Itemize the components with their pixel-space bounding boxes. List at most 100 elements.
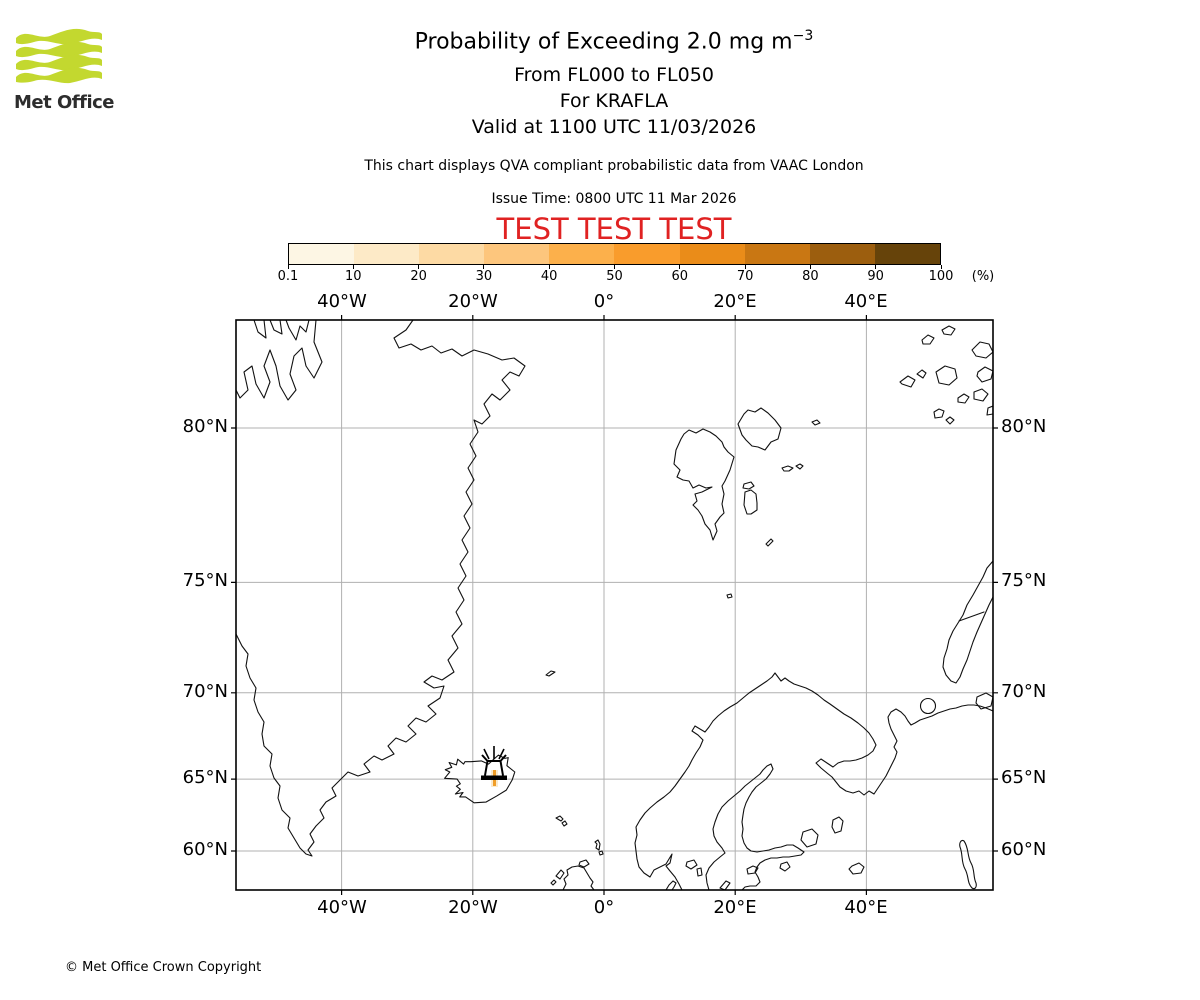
franz-josef-land	[899, 375, 916, 388]
colorbar-segment	[419, 244, 485, 264]
issue-time: Issue Time: 0800 UTC 11 Mar 2026	[491, 191, 737, 207]
volcano-eruption-spikes	[483, 746, 505, 760]
scotland-coastline	[562, 865, 595, 890]
volcano-marker-krafla	[481, 746, 507, 780]
colorbar-tick	[352, 265, 354, 269]
page-title-text: Probability of Exceeding 2.0 mg m	[414, 29, 793, 55]
lon-label-top: 20°W	[448, 291, 498, 312]
iceland-coastline	[444, 754, 516, 804]
franz-josef-land	[933, 408, 945, 419]
lon-label-top: 20°E	[713, 291, 757, 312]
subtitle-flight-levels: From FL000 to FL050	[514, 64, 714, 86]
colorbar	[288, 243, 941, 265]
colorbar-tick-label: 40	[540, 269, 558, 284]
svalbard-nordaustlandet	[737, 407, 782, 451]
lat-label-right: 65°N	[1001, 767, 1047, 788]
lon-label-bottom: 40°W	[317, 897, 367, 918]
colorbar-segment	[809, 244, 875, 264]
colorbar-unit-label: (%)	[971, 269, 995, 284]
page-title-exponent: −3	[792, 28, 814, 44]
kolguyev-island	[919, 697, 937, 715]
franz-josef-land	[986, 405, 993, 416]
vaygach-island	[975, 692, 993, 710]
franz-josef-land	[916, 369, 927, 379]
met-office-logo-waves	[16, 28, 102, 84]
saaremaa-island	[746, 865, 759, 875]
franz-josef-land	[945, 416, 955, 425]
kvitoya-island	[811, 419, 821, 426]
hebrides-islands	[550, 879, 557, 886]
colorbar-segment	[614, 244, 680, 264]
kong-karls-land	[781, 465, 794, 472]
lon-label-top: 0°	[593, 291, 615, 312]
qva-note: This chart displays QVA compliant probab…	[364, 158, 864, 174]
subtitle-valid-time: Valid at 1100 UTC 11/03/2026	[471, 116, 757, 138]
colorbar-tick	[744, 265, 746, 269]
colorbar-tick	[548, 265, 550, 269]
colorbar-tick-label: 10	[345, 269, 362, 284]
lake-ladoga	[800, 828, 819, 848]
faroe-islands	[561, 820, 568, 827]
kama-reservoir	[959, 839, 977, 890]
colorbar-tick	[287, 265, 289, 269]
colorbar-segment	[354, 244, 420, 264]
colorbar-tick-label: 30	[475, 269, 493, 284]
greenland-north-fjords	[285, 320, 310, 341]
matochkin-strait	[958, 611, 985, 622]
colorbar-segment	[484, 244, 550, 264]
svalbard-spitsbergen	[673, 428, 735, 541]
hopen-island	[765, 538, 774, 547]
jan-mayen-island	[545, 670, 556, 677]
franz-josef-land	[921, 334, 935, 345]
greenland-coastline	[236, 320, 526, 857]
gotland-island	[719, 880, 731, 890]
colorbar-tick-label: 50	[606, 269, 623, 284]
lon-label-top: 40°E	[844, 291, 888, 312]
shetland-islands	[594, 839, 601, 851]
colorbar-tick-label: 0.1	[277, 269, 299, 284]
lon-label-bottom: 20°W	[448, 897, 498, 918]
faroe-islands	[555, 815, 564, 822]
baltic-coastline	[705, 763, 805, 890]
colorbar-tick	[418, 265, 420, 269]
copyright-notice: © Met Office Crown Copyright	[65, 960, 262, 975]
colorbar-tick	[614, 265, 615, 269]
subtitle-volcano: For KRAFLA	[559, 90, 669, 112]
novaya-zemlya	[942, 560, 993, 684]
met-office-logo: Met Office	[14, 26, 124, 113]
lake-vattern	[696, 867, 703, 877]
colorbar-tick-label: 70	[736, 269, 754, 284]
coastlines	[236, 320, 993, 890]
franz-josef-land	[941, 325, 956, 336]
shetland-islands	[598, 850, 604, 856]
colorbar-tick-label: 60	[671, 269, 689, 284]
orkney-islands	[578, 859, 590, 868]
svalbard-barentsoya	[742, 481, 755, 490]
colorbar-tick	[940, 265, 942, 269]
hebrides-islands	[555, 869, 565, 880]
page-title: Probability of Exceeding 2.0 mg m−3	[28, 28, 1200, 54]
lat-label-left: 80°N	[182, 416, 228, 437]
denmark-skagen	[665, 880, 677, 890]
lat-label-right: 75°N	[1001, 570, 1047, 591]
lake-vanern	[685, 859, 698, 870]
colorbar-segment	[289, 244, 355, 264]
colorbar-segment	[874, 244, 940, 264]
lat-label-right: 60°N	[1001, 839, 1047, 860]
franz-josef-land	[973, 388, 989, 402]
svalbard-edgeoya	[743, 489, 758, 515]
franz-josef-land	[971, 341, 993, 359]
kong-karls-land	[795, 463, 804, 470]
lon-label-top: 40°W	[317, 291, 367, 312]
greenland-north-fjords	[253, 320, 267, 339]
lat-label-left: 65°N	[182, 767, 228, 788]
colorbar-tick	[875, 265, 877, 269]
franz-josef-land	[957, 393, 970, 404]
colorbar-tick-label: 20	[410, 269, 427, 284]
franz-josef-land	[935, 365, 958, 386]
lake-onega	[831, 816, 844, 834]
lake-peipus	[779, 861, 791, 872]
colorbar-tick-label: 100	[928, 269, 954, 284]
lat-label-left: 75°N	[182, 570, 228, 591]
graticule	[236, 320, 993, 890]
